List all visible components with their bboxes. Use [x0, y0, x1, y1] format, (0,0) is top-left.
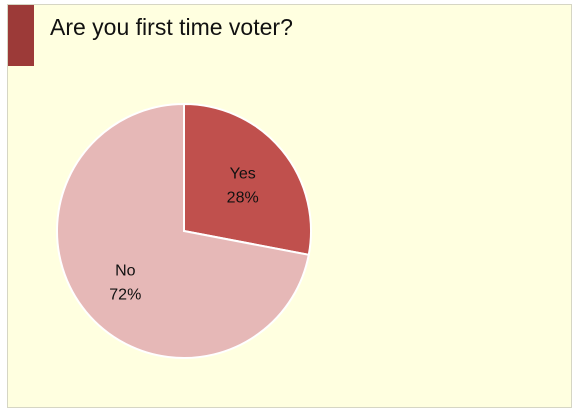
- title-accent-bar: [8, 5, 34, 66]
- pie-slice-no: [56, 102, 310, 359]
- pie-slice-yes: [183, 102, 312, 256]
- slice-value-no: 72%: [109, 287, 141, 304]
- pie-chart: Yes 28% No 72%: [56, 102, 312, 359]
- slide: Are you first time voter? Yes 28% No 72%: [7, 4, 572, 408]
- chart-title: Are you first time voter?: [50, 14, 293, 40]
- slice-value-yes: 28%: [227, 189, 259, 206]
- slice-label-no: No: [115, 263, 136, 280]
- slice-label-yes: Yes: [230, 165, 256, 182]
